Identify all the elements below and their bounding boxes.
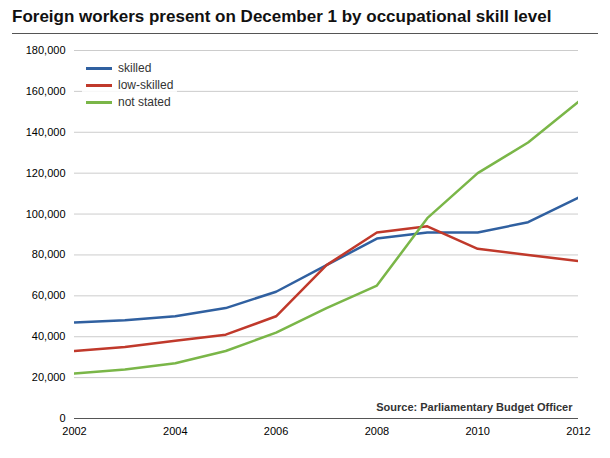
svg-text:140,000: 140,000 <box>26 126 66 138</box>
svg-text:120,000: 120,000 <box>26 167 66 179</box>
html-text:Foreign workers present on Dec: Foreign workers present on December 1 by… <box>12 7 552 26</box>
svg-text:2010: 2010 <box>465 426 489 438</box>
svg-text:60,000: 60,000 <box>32 290 66 302</box>
svg-text:2008: 2008 <box>365 426 389 438</box>
svg-text:2004: 2004 <box>163 426 187 438</box>
html-text:skilled: skilled <box>118 61 152 76</box>
svg-text:80,000: 80,000 <box>32 249 66 261</box>
svg-text:20,000: 20,000 <box>32 371 66 383</box>
svg-text:2012: 2012 <box>566 426 590 438</box>
svg-text:2006: 2006 <box>264 426 288 438</box>
svg-text:40,000: 40,000 <box>32 330 66 342</box>
svg-text:100,000: 100,000 <box>26 208 66 220</box>
svg-text:2002: 2002 <box>62 426 86 438</box>
svg-text:Source: Parliamentary Budget O: Source: Parliamentary Budget Officer <box>376 401 573 413</box>
html-text:not stated: not stated <box>118 95 171 110</box>
svg-text:180,000: 180,000 <box>26 44 66 56</box>
html-text:low-skilled: low-skilled <box>118 78 174 93</box>
svg-text:160,000: 160,000 <box>26 85 66 97</box>
svg-text:0: 0 <box>59 412 65 424</box>
